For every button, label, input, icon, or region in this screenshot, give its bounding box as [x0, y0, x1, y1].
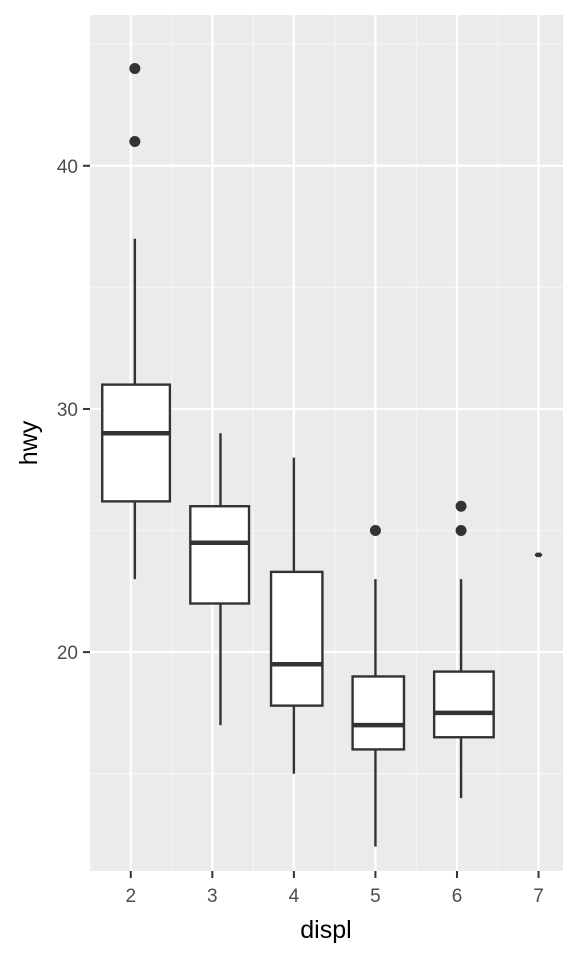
iqr-box — [351, 675, 406, 751]
iqr-box — [189, 505, 251, 605]
x-tick-label: 3 — [207, 886, 218, 907]
outlier-point — [129, 63, 141, 74]
y-tick-label: 20 — [57, 643, 78, 664]
minor-gridlines — [89, 15, 563, 871]
outlier-point — [369, 525, 381, 537]
x-tick-label: 6 — [452, 886, 463, 907]
x-tick-label: 7 — [533, 886, 544, 907]
y-axis: 20 30 40 — [57, 157, 90, 664]
y-axis-title: hwy — [15, 420, 43, 465]
y-tick-label: 40 — [57, 157, 78, 178]
x-tick-label: 2 — [125, 886, 136, 907]
outlier-point — [455, 500, 467, 512]
iqr-box — [269, 570, 324, 707]
outlier-point — [129, 135, 141, 147]
x-tick-label: 5 — [370, 886, 381, 907]
x-tick-label: 4 — [289, 886, 300, 907]
x-axis: 2 3 4 5 6 7 — [125, 871, 544, 907]
box-group — [189, 433, 251, 726]
box-group — [351, 525, 406, 847]
y-tick-label: 30 — [57, 400, 78, 421]
iqr-box — [432, 670, 495, 739]
outlier-point — [455, 525, 467, 537]
box-group — [101, 63, 172, 580]
box-group — [269, 457, 324, 774]
box-group — [432, 500, 495, 799]
iqr-box — [101, 383, 172, 503]
x-axis-title: displ — [300, 916, 351, 944]
box-series — [101, 63, 543, 847]
